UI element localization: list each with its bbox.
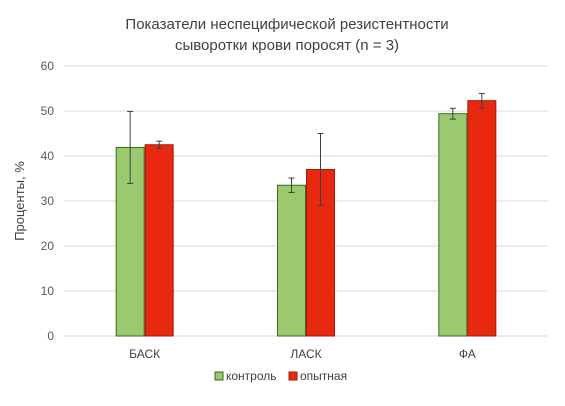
bars — [115, 100, 497, 337]
y-tick-label-50: 50 — [41, 104, 55, 118]
legend-swatch-0 — [214, 371, 224, 381]
y-tick-label-40: 40 — [41, 149, 55, 163]
legend-swatch-1 — [288, 371, 298, 381]
chart-title-line-1: Показатели неспецифической резистентност… — [125, 16, 448, 33]
legend-label-0: контроль — [226, 369, 277, 383]
x-tick-labels: БАСК ЛАСК ФА — [129, 347, 476, 361]
y-tick-label-10: 10 — [41, 284, 55, 298]
y-tick-label-30: 30 — [41, 194, 55, 208]
y-tick-labels: 0 10 20 30 40 50 60 — [41, 59, 55, 343]
x-tick-label-2: ФА — [459, 347, 476, 361]
chart-title-line-2: сыворотки крови поросят (n = 3) — [175, 37, 399, 54]
x-tick-label-0: БАСК — [129, 347, 160, 361]
error-bars — [127, 92, 485, 206]
y-axis-label: Проценты, % — [12, 161, 27, 241]
y-tick-label-60: 60 — [41, 59, 55, 73]
y-tick-label-20: 20 — [41, 239, 55, 253]
legend: контроль опытная — [214, 369, 347, 383]
bar-ФА-опытная — [467, 100, 497, 337]
x-tick-label-1: ЛАСК — [290, 347, 321, 361]
bar-БАСК-опытная — [144, 144, 174, 337]
legend-label-1: опытная — [300, 369, 347, 383]
bar-ЛАСК-контроль — [277, 184, 306, 337]
bar-ФА-контроль — [438, 113, 468, 337]
y-tick-label-0: 0 — [47, 329, 54, 343]
